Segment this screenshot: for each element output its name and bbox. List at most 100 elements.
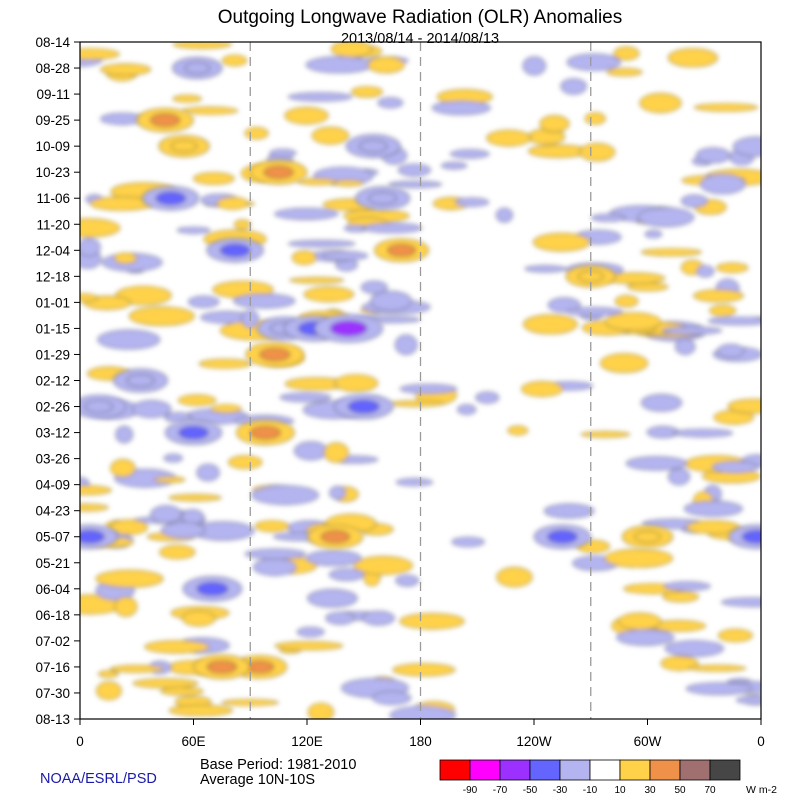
x-tick-label: 120W (516, 734, 552, 749)
positive-anomaly-blob (210, 404, 242, 414)
positive-anomaly-blob (109, 519, 148, 536)
negative-anomaly-core (220, 243, 251, 257)
y-tick-label: 06-18 (35, 608, 70, 623)
colorbar-level-label: -90 (463, 785, 478, 796)
negative-anomaly-blob (274, 207, 339, 220)
negative-anomaly-blob (667, 468, 690, 486)
positive-anomaly-blob (128, 306, 195, 326)
y-tick-label: 07-30 (35, 686, 70, 701)
negative-anomaly-blob (454, 197, 489, 207)
positive-anomaly-core (387, 243, 416, 257)
positive-anomaly-blob (303, 286, 355, 303)
negative-anomaly-blob (717, 343, 745, 358)
x-tick-label: 0 (76, 734, 84, 749)
anomaly-field (80, 42, 761, 719)
y-tick-label: 07-16 (35, 660, 70, 675)
negative-anomaly-blob (625, 456, 688, 471)
negative-anomaly-blob (699, 173, 746, 195)
positive-anomaly-blob (80, 218, 121, 238)
anomaly-cores (80, 57, 761, 680)
positive-anomaly-core (249, 425, 281, 440)
y-tick-label: 04-09 (35, 478, 70, 493)
positive-anomaly-blob (80, 503, 109, 512)
positive-anomaly-blob (331, 42, 373, 58)
positive-anomaly-blob (718, 628, 753, 643)
negative-anomaly-blob (475, 391, 500, 404)
positive-anomaly-blob (639, 93, 682, 114)
y-tick-label: 01-29 (35, 347, 70, 362)
negative-anomaly-core (348, 399, 380, 414)
negative-anomaly-core (126, 374, 155, 387)
positive-anomaly-blob (221, 54, 248, 67)
colorbar-level-label: -70 (493, 785, 508, 796)
negative-anomaly-blob (449, 149, 490, 159)
y-tick-label: 09-25 (35, 113, 70, 128)
positive-anomaly-blob (727, 398, 761, 414)
positive-anomaly-blob (693, 103, 758, 112)
negative-anomaly-blob (150, 505, 183, 524)
colorbar-swatch (469, 759, 501, 781)
colorbar-level-label: -50 (523, 785, 538, 796)
colorbar-swatch (589, 759, 621, 781)
positive-anomaly-blob (496, 566, 533, 588)
positive-anomaly-blob (709, 304, 737, 317)
y-tick-label: 02-26 (35, 400, 70, 415)
credit-label: NOAA/ESRL/PSD (40, 771, 157, 787)
x-tick-label: 120E (291, 734, 323, 749)
y-tick-label: 10-23 (35, 165, 70, 180)
colorbar-swatch (619, 759, 651, 781)
negative-anomaly-blob (362, 610, 395, 626)
positive-anomaly-blob (95, 569, 164, 588)
negative-anomaly-blob (495, 207, 513, 223)
y-tick-label: 05-07 (35, 530, 70, 545)
positive-anomaly-blob (390, 400, 444, 407)
negative-anomaly-blob (362, 222, 422, 234)
positive-anomaly-blob (486, 129, 532, 147)
negative-anomaly-blob (684, 500, 743, 517)
chart-subtitle: 2013/08/14 - 2014/08/13 (341, 31, 499, 47)
colorbar-swatch (439, 759, 471, 781)
positive-anomaly-blob (284, 106, 329, 125)
positive-anomaly-blob (399, 613, 465, 630)
colorbar-level-label: 10 (614, 785, 626, 796)
positive-anomaly-blob (662, 591, 699, 603)
positive-anomaly-blob (613, 46, 640, 61)
positive-anomaly-blob (688, 664, 747, 672)
negative-anomaly-blob (115, 425, 134, 444)
y-tick-label: 11-20 (36, 217, 70, 232)
y-tick-label: 08-13 (35, 712, 70, 727)
y-tick-label: 09-11 (36, 87, 70, 102)
negative-anomaly-blob (711, 461, 759, 474)
negative-anomaly-blob (732, 136, 761, 157)
positive-anomaly-blob (640, 248, 702, 257)
negative-anomaly-blob (685, 682, 753, 695)
positive-anomaly-blob (289, 276, 345, 284)
positive-anomaly-blob (254, 520, 290, 533)
negative-anomaly-blob (451, 536, 485, 548)
y-tick-label: 03-12 (35, 426, 70, 441)
negative-anomaly-blob (695, 147, 731, 164)
negative-anomaly-core (184, 62, 211, 74)
positive-anomaly-blob (660, 655, 699, 671)
negative-anomaly-blob (269, 148, 297, 158)
negative-anomaly-core (84, 400, 114, 413)
positive-anomaly-blob (693, 289, 744, 303)
colorbar-level-label: 70 (704, 785, 716, 796)
positive-anomaly-core (259, 347, 291, 362)
negative-anomaly-blob (80, 238, 101, 257)
x-tick-label: 60E (181, 734, 205, 749)
negative-anomaly-blob (431, 100, 491, 116)
colorbar-swatch (709, 759, 741, 781)
positive-anomaly-blob (80, 293, 99, 302)
positive-anomaly-blob (114, 596, 138, 617)
negative-anomaly-blob (663, 581, 711, 591)
positive-anomaly-core (263, 165, 294, 179)
positive-anomaly-blob (168, 494, 222, 502)
negative-anomaly-blob (522, 56, 546, 76)
positive-anomaly-core (150, 113, 181, 127)
colorbar-swatch (679, 759, 711, 781)
positive-anomaly-blob (507, 425, 529, 436)
negative-anomaly-blob (674, 338, 696, 355)
negative-anomaly-blob (177, 226, 211, 234)
